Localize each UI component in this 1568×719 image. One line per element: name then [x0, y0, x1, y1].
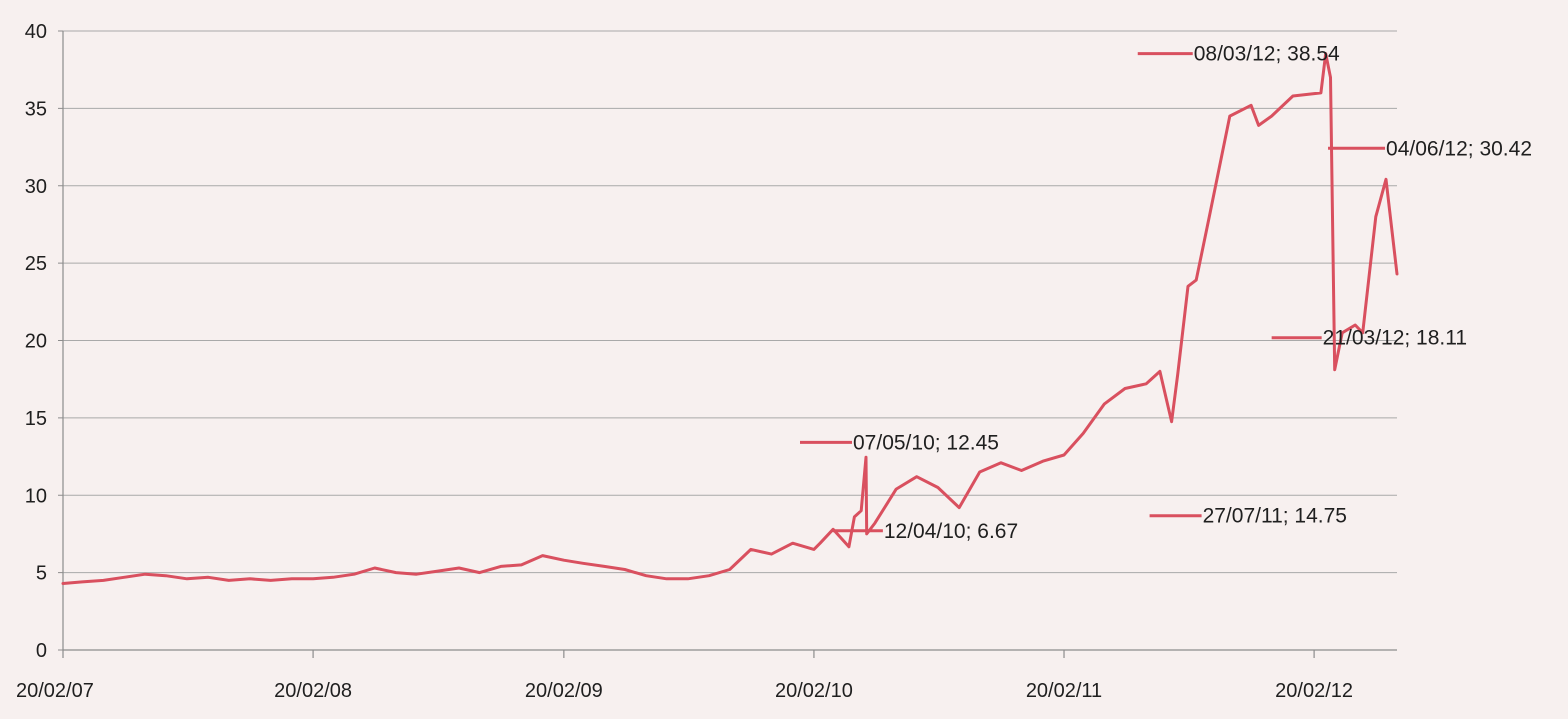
series-layer — [61, 52, 1399, 585]
gridlines — [63, 30, 1397, 574]
y-tick-label: 40 — [25, 21, 47, 43]
x-tick-label: 20/02/08 — [274, 680, 352, 702]
y-tick-label: 15 — [25, 408, 47, 430]
annotation-label: 08/03/12; 38.54 — [1194, 43, 1340, 66]
annotation-label: 07/05/10; 12.45 — [853, 431, 999, 454]
annotation-label: 27/07/11; 14.75 — [1203, 505, 1347, 528]
y-tick-label: 25 — [25, 253, 47, 275]
x-tick-label: 20/02/10 — [775, 680, 853, 702]
y-tick-label: 35 — [25, 98, 47, 120]
x-tick-label: 20/02/11 — [1026, 680, 1102, 702]
x-tick-label: 20/02/12 — [1275, 680, 1353, 702]
y-tick-label: 10 — [25, 485, 47, 507]
y-tick-label: 0 — [36, 640, 47, 662]
axes: 0 5 10 15 20 25 30 35 40 20/02/07 20/02/08 20/02/09… — [16, 21, 1397, 702]
annotation-label: 04/06/12; 30.42 — [1386, 137, 1532, 160]
annotations: 08/03/12; 38.54 04/06/12; 30.42 21/03/12; … — [800, 43, 1532, 543]
y-tick-label: 5 — [36, 563, 47, 585]
series-line — [61, 52, 1399, 585]
annotation-label: 21/03/12; 18.11 — [1323, 327, 1467, 350]
annotation-label: 12/04/10; 6.67 — [884, 520, 1018, 543]
x-tick-label: 20/02/07 — [16, 680, 94, 702]
y-tick-label: 30 — [25, 176, 47, 198]
y-tick-label: 20 — [25, 331, 47, 353]
x-tick-label: 20/02/09 — [525, 680, 603, 702]
